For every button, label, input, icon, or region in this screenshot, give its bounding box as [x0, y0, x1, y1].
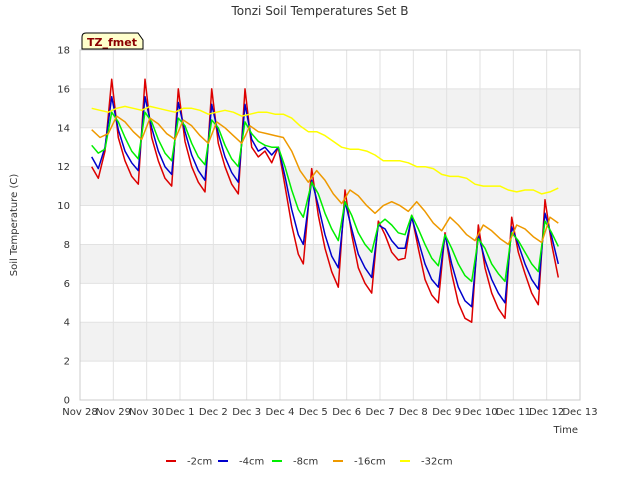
x-tick-label: Dec 5 — [299, 407, 328, 418]
series-line-minus-16cm — [91, 115, 559, 246]
plot-frame — [79, 49, 581, 401]
annotation-text: TZ_fmet — [87, 36, 137, 49]
legend-label: -8cm — [293, 457, 318, 468]
x-tick-label: Dec 1 — [166, 407, 195, 418]
legend: -2cm -4cm -8cm -16cm -32cm — [166, 457, 453, 468]
x-tick-label: Dec 10 — [462, 407, 497, 418]
series-line-minus-32cm — [91, 105, 559, 195]
legend-label: -16cm — [354, 457, 386, 468]
x-tick-label: Nov 28 — [62, 407, 97, 418]
y-tick-label: 4 — [64, 318, 70, 329]
x-tick-label: Nov 29 — [96, 407, 131, 418]
x-axis-title: Time — [553, 425, 578, 436]
series-line-minus-8cm — [91, 111, 559, 283]
grid-band — [80, 88, 580, 128]
series-line-minus-2cm — [91, 78, 560, 323]
legend-label: -2cm — [187, 457, 212, 468]
grid-band — [80, 166, 580, 206]
y-tick-label: 16 — [57, 84, 70, 95]
grid-band — [80, 50, 580, 89]
grid-band — [80, 361, 580, 400]
y-tick-label: 18 — [57, 46, 70, 57]
x-tick-label: Dec 12 — [529, 407, 564, 418]
legend-label: -32cm — [421, 457, 453, 468]
series-lines — [91, 78, 560, 323]
x-tick-label: Dec 4 — [266, 407, 295, 418]
x-tick-label: Dec 6 — [332, 407, 361, 418]
x-tick-label: Dec 8 — [399, 407, 428, 418]
x-tick-label: Dec 7 — [366, 407, 395, 418]
x-tick-label: Dec 9 — [432, 407, 461, 418]
x-tick-label: Nov 30 — [129, 407, 164, 418]
grid-band — [80, 322, 580, 362]
y-tick-label: 14 — [57, 123, 70, 134]
y-axis-ticks: 0 2 4 6 8 10 12 14 16 18 — [57, 46, 70, 407]
annotation-box: TZ_fmet — [81, 32, 144, 50]
x-tick-label: Dec 2 — [199, 407, 228, 418]
legend-label: -4cm — [239, 457, 264, 468]
chart-title: Tonzi Soil Temperatures Set B — [231, 4, 409, 18]
y-tick-label: 12 — [57, 162, 70, 173]
y-axis-title: Soil Temperature (C) — [9, 174, 20, 277]
x-tick-label: Dec 11 — [496, 407, 531, 418]
y-tick-label: 6 — [64, 279, 70, 290]
y-tick-label: 0 — [64, 396, 70, 407]
x-tick-label: Dec 13 — [562, 407, 597, 418]
y-tick-label: 10 — [57, 201, 70, 212]
y-tick-label: 8 — [64, 240, 70, 251]
y-tick-label: 2 — [64, 357, 70, 368]
x-tick-label: Dec 3 — [232, 407, 261, 418]
grid-band — [80, 127, 580, 167]
